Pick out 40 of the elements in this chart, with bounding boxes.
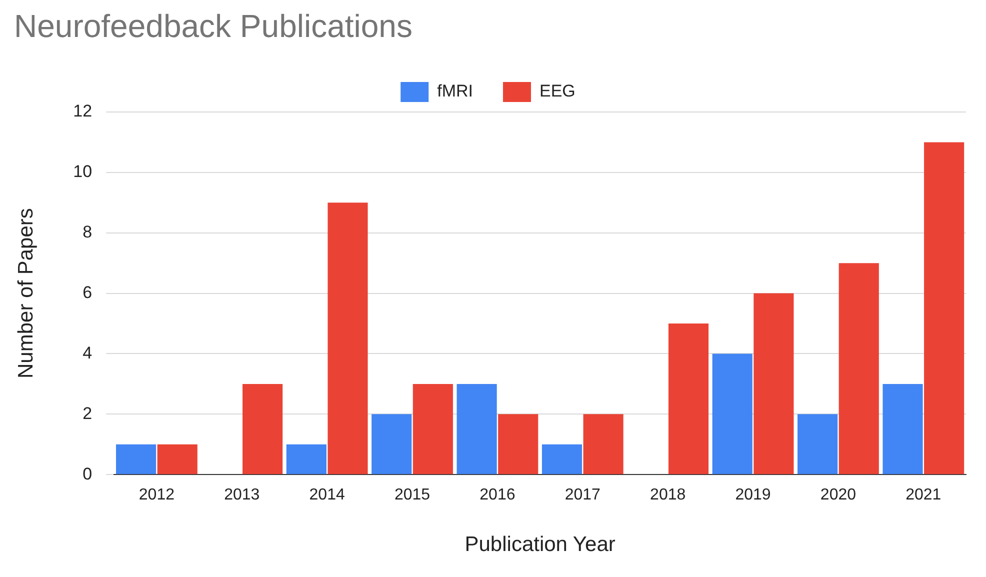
bar: [754, 293, 794, 474]
legend-label: EEG: [539, 82, 576, 101]
bar: [412, 384, 453, 474]
y-tick-label: 4: [82, 343, 92, 362]
bar: [456, 384, 497, 474]
x-tick-label: 2019: [735, 486, 771, 504]
x-tick-label: 2020: [820, 486, 856, 504]
x-tick-label: 2016: [480, 486, 516, 504]
bar: [242, 384, 283, 474]
bar: [838, 263, 879, 474]
bar: [924, 142, 964, 474]
x-tick-label: 2012: [138, 486, 175, 504]
bar: [798, 414, 838, 474]
bar: [542, 444, 582, 474]
y-tick-label: 2: [82, 404, 92, 423]
x-tick-label: 2021: [906, 486, 942, 504]
y-tick-label: 6: [82, 282, 92, 302]
y-axis-title: Number of Papers: [14, 208, 38, 379]
bar: [328, 202, 368, 474]
bar: [498, 414, 538, 474]
bar: [286, 444, 326, 474]
x-tick-label: 2013: [224, 486, 260, 504]
y-tick-label: 8: [82, 222, 92, 242]
y-tick-label: 12: [73, 102, 92, 121]
bar: [882, 384, 923, 474]
y-tick-label: 10: [73, 162, 92, 182]
x-axis-title: Publication Year: [464, 533, 616, 556]
x-tick-label: 2017: [564, 486, 601, 504]
legend-label: fMRI: [437, 82, 473, 101]
bar: [668, 324, 709, 474]
bar: [372, 414, 412, 474]
bar: [583, 414, 624, 474]
y-tick-label: 0: [82, 464, 92, 484]
x-tick-label: 2015: [394, 486, 430, 504]
x-tick-label: 2014: [309, 486, 345, 504]
x-tick-label: 2018: [650, 486, 686, 504]
bar: [712, 354, 752, 474]
chart-title: Neurofeedback Publications: [14, 8, 412, 45]
bar: [157, 444, 198, 474]
bar: [116, 444, 156, 474]
